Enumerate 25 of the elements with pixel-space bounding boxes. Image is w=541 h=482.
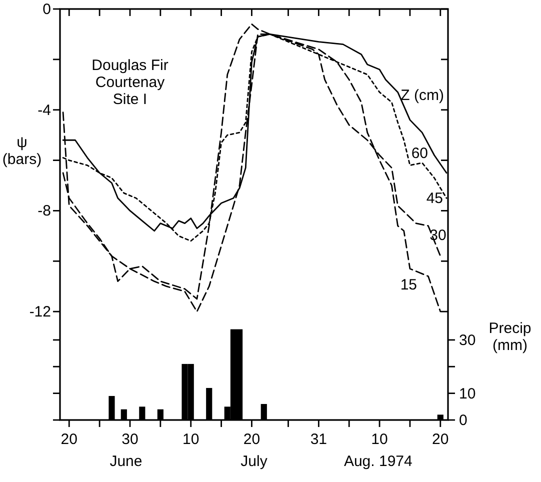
text: June [110,453,142,470]
series-label: 60 [411,144,428,162]
y-tick-label: -4 [38,102,51,119]
y2-axis-title: Precip (mm) [488,320,532,354]
x-tick-label: 31 [310,431,328,448]
y2-tick-label: 30 [459,332,476,349]
y2-tick-label: 10 [459,385,476,402]
series-label: 30 [430,227,446,244]
y-tick-label: 0 [42,1,51,18]
x-tick-label: 30 [122,431,138,448]
y-tick-label: -12 [29,304,51,321]
x-tick-label: 10 [182,431,200,448]
annotation: Douglas Fir Courtenay Site I [92,57,168,108]
x-tick-label: 20 [243,431,260,448]
y2-tick-label: 0 [459,412,468,429]
text: Aug. 1974 [344,453,412,470]
x-tick-label: 20 [60,431,78,448]
x-tick-label: 20 [432,431,449,448]
legend-title: Z (cm) [400,87,444,104]
series-label: 15 [400,276,417,294]
x-tick-label: 10 [371,431,388,448]
y-tick-label: -8 [38,202,51,220]
text: July [240,453,268,470]
y-axis-title: ψ (bars) [2,134,42,168]
series-label: 45 [426,190,443,208]
